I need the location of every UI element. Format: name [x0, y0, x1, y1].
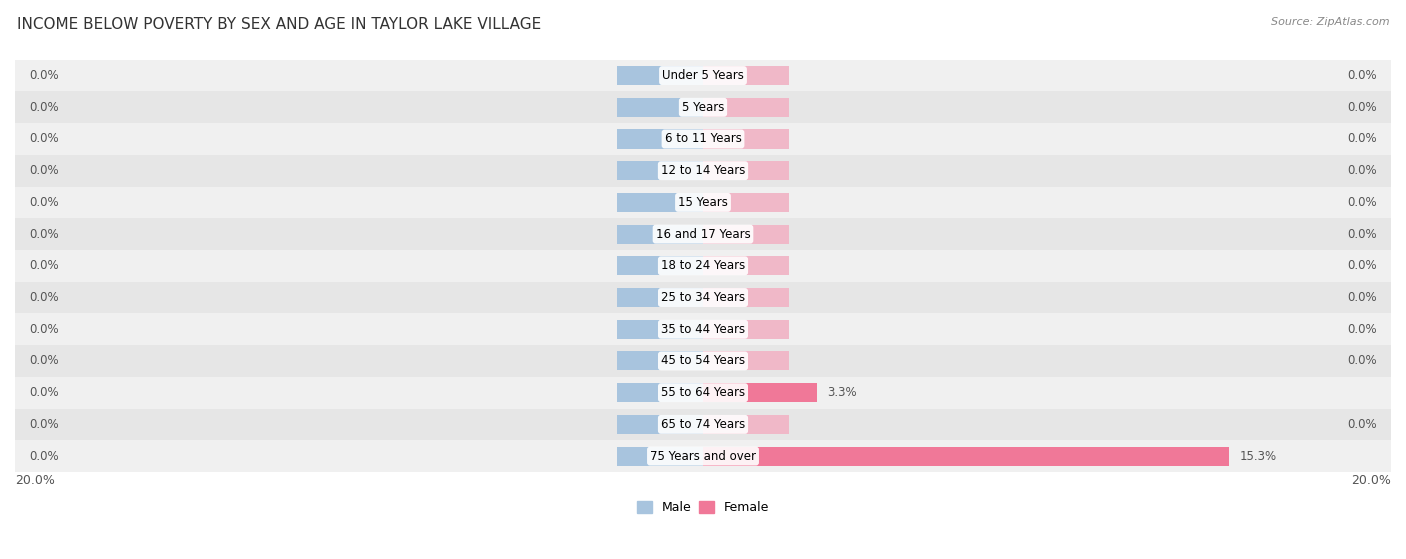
Bar — [15, 218, 1391, 250]
Text: 0.0%: 0.0% — [28, 196, 59, 209]
Text: 45 to 54 Years: 45 to 54 Years — [661, 354, 745, 367]
Text: 0.0%: 0.0% — [1347, 196, 1378, 209]
Bar — [703, 130, 789, 149]
Text: 5 Years: 5 Years — [682, 101, 724, 114]
Text: 20.0%: 20.0% — [1351, 473, 1391, 486]
Bar — [15, 187, 1391, 218]
Text: 55 to 64 Years: 55 to 64 Years — [661, 386, 745, 399]
Text: 20.0%: 20.0% — [15, 473, 55, 486]
Bar — [15, 123, 1391, 155]
Text: 0.0%: 0.0% — [28, 323, 59, 336]
Text: 6 to 11 Years: 6 to 11 Years — [665, 132, 741, 145]
Text: 0.0%: 0.0% — [28, 259, 59, 272]
Bar — [617, 288, 703, 307]
Bar — [703, 352, 789, 371]
Bar — [703, 447, 1229, 466]
Text: 0.0%: 0.0% — [28, 101, 59, 114]
Bar — [617, 415, 703, 434]
Text: 15.3%: 15.3% — [1240, 449, 1277, 463]
Bar — [15, 409, 1391, 440]
Text: 18 to 24 Years: 18 to 24 Years — [661, 259, 745, 272]
Text: 0.0%: 0.0% — [28, 132, 59, 145]
Text: 0.0%: 0.0% — [1347, 323, 1378, 336]
Bar — [617, 320, 703, 339]
Text: 0.0%: 0.0% — [1347, 69, 1378, 82]
Text: 0.0%: 0.0% — [1347, 228, 1378, 240]
Text: 0.0%: 0.0% — [28, 69, 59, 82]
Legend: Male, Female: Male, Female — [631, 496, 775, 519]
Bar — [617, 66, 703, 85]
Bar — [15, 155, 1391, 187]
Text: 0.0%: 0.0% — [1347, 259, 1378, 272]
Text: 75 Years and over: 75 Years and over — [650, 449, 756, 463]
Bar — [15, 92, 1391, 123]
Bar — [15, 377, 1391, 409]
Text: 0.0%: 0.0% — [28, 449, 59, 463]
Text: 0.0%: 0.0% — [28, 418, 59, 431]
Bar — [703, 225, 789, 244]
Text: 0.0%: 0.0% — [1347, 164, 1378, 177]
Text: 0.0%: 0.0% — [28, 386, 59, 399]
Bar — [703, 288, 789, 307]
Text: 3.3%: 3.3% — [827, 386, 856, 399]
Bar — [703, 415, 789, 434]
Text: 0.0%: 0.0% — [1347, 291, 1378, 304]
Bar — [703, 66, 789, 85]
Bar — [617, 225, 703, 244]
Text: 0.0%: 0.0% — [1347, 418, 1378, 431]
Bar — [703, 193, 789, 212]
Bar — [703, 383, 817, 402]
Bar — [15, 345, 1391, 377]
Text: 0.0%: 0.0% — [28, 291, 59, 304]
Bar — [617, 130, 703, 149]
Bar — [15, 282, 1391, 314]
Text: 0.0%: 0.0% — [1347, 132, 1378, 145]
Text: 15 Years: 15 Years — [678, 196, 728, 209]
Text: 35 to 44 Years: 35 to 44 Years — [661, 323, 745, 336]
Bar — [703, 257, 789, 276]
Bar — [617, 193, 703, 212]
Bar — [617, 161, 703, 180]
Text: 16 and 17 Years: 16 and 17 Years — [655, 228, 751, 240]
Bar — [617, 352, 703, 371]
Text: 0.0%: 0.0% — [1347, 354, 1378, 367]
Text: 65 to 74 Years: 65 to 74 Years — [661, 418, 745, 431]
Bar — [617, 257, 703, 276]
Bar — [15, 250, 1391, 282]
Bar — [15, 60, 1391, 92]
Text: 25 to 34 Years: 25 to 34 Years — [661, 291, 745, 304]
Bar — [617, 98, 703, 117]
Text: Source: ZipAtlas.com: Source: ZipAtlas.com — [1271, 17, 1389, 27]
Bar — [617, 383, 703, 402]
Text: 0.0%: 0.0% — [28, 228, 59, 240]
Bar — [703, 161, 789, 180]
Bar — [703, 320, 789, 339]
Text: 0.0%: 0.0% — [28, 164, 59, 177]
Bar — [15, 314, 1391, 345]
Bar — [15, 440, 1391, 472]
Text: 12 to 14 Years: 12 to 14 Years — [661, 164, 745, 177]
Text: 0.0%: 0.0% — [1347, 101, 1378, 114]
Text: INCOME BELOW POVERTY BY SEX AND AGE IN TAYLOR LAKE VILLAGE: INCOME BELOW POVERTY BY SEX AND AGE IN T… — [17, 17, 541, 32]
Bar — [703, 98, 789, 117]
Text: 0.0%: 0.0% — [28, 354, 59, 367]
Bar — [617, 447, 703, 466]
Text: Under 5 Years: Under 5 Years — [662, 69, 744, 82]
